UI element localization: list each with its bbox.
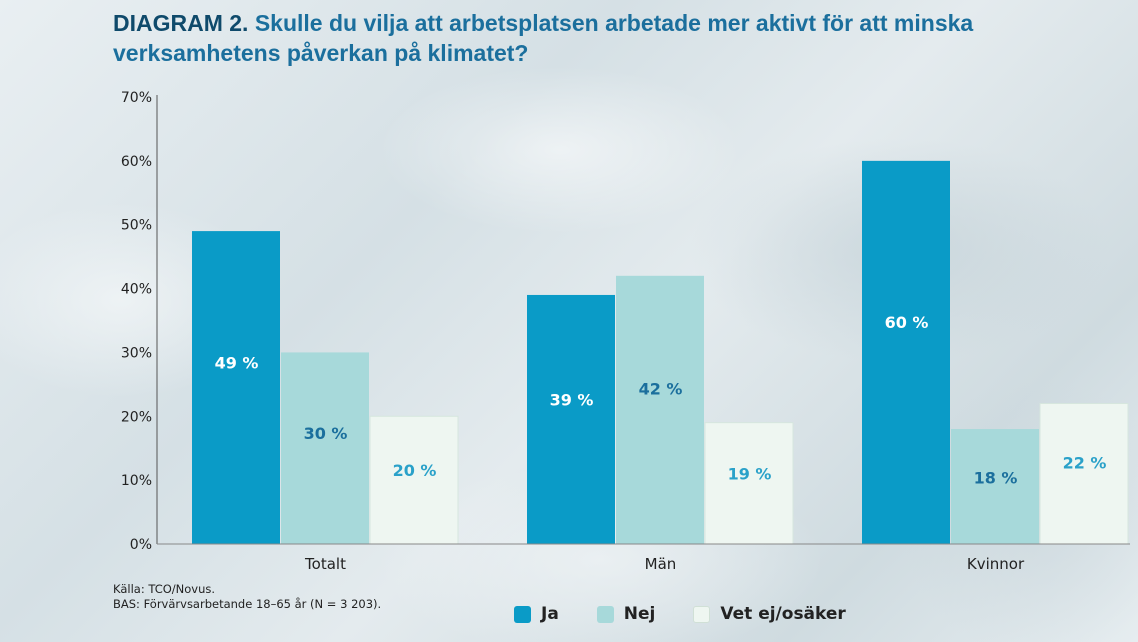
- bar-ja: [862, 160, 950, 544]
- legend-swatch-ja: [514, 605, 531, 623]
- x-category-label: Kvinnor: [967, 555, 1025, 573]
- bars: [192, 160, 1129, 545]
- y-tick-label: 20%: [121, 409, 152, 425]
- y-tick-label: 70%: [121, 90, 152, 106]
- bar-nej: [616, 275, 704, 544]
- y-tick-label: 50%: [121, 218, 152, 234]
- y-tick-label: 0%: [130, 537, 152, 553]
- data-label-nej: 18 %: [974, 468, 1018, 487]
- data-labels: 49 % 39 % 60 % 30 % 42 % 18 % 20 % 19 % 22 %: [215, 313, 1107, 488]
- title-text: Skulle du vilja att arbetsplatsen arbeta…: [113, 10, 974, 66]
- y-tick-label: 10%: [121, 473, 152, 489]
- y-tick-label: 40%: [121, 282, 152, 298]
- legend-swatch-vet: [693, 605, 711, 623]
- legend: Ja Nej Vet ej/osäker: [514, 604, 884, 624]
- y-tick-label: 60%: [121, 154, 152, 170]
- x-category-label: Totalt: [304, 555, 346, 573]
- bar-ja: [527, 294, 615, 544]
- data-label-vet: 22 %: [1063, 454, 1107, 473]
- bar-vet: [704, 422, 794, 545]
- bar-ja: [192, 231, 280, 544]
- bar-vet: [369, 415, 459, 545]
- data-label-nej: 30 %: [304, 424, 348, 443]
- bar-vet: [1039, 403, 1129, 545]
- legend-item-ja: Ja: [514, 604, 559, 624]
- data-label-ja: 49 %: [215, 354, 259, 373]
- x-category-label: Män: [645, 555, 677, 573]
- data-label-vet: 20 %: [393, 461, 437, 480]
- data-label-ja: 60 %: [885, 313, 929, 332]
- chart-title: DIAGRAM 2. Skulle du vilja att arbetspla…: [113, 8, 1113, 68]
- legend-item-vet: Vet ej/osäker: [693, 604, 846, 624]
- bar-nej: [951, 429, 1039, 544]
- legend-item-nej: Nej: [596, 604, 656, 624]
- data-label-ja: 39 %: [550, 391, 594, 410]
- source-note: Källa: TCO/Novus.: [113, 582, 216, 596]
- x-axis: Totalt Män Kvinnor: [157, 543, 1130, 573]
- chart-footer: Källa: TCO/Novus. BAS: Förvärvsarbetande…: [113, 582, 381, 612]
- data-label-nej: 42 %: [639, 379, 683, 398]
- legend-label-vet: Vet ej/osäker: [720, 604, 846, 624]
- y-tick-label: 30%: [121, 345, 152, 361]
- base-note: BAS: Förvärvsarbetande 18–65 år (N = 3 2…: [113, 597, 382, 611]
- diagram-number: DIAGRAM 2.: [113, 10, 249, 36]
- legend-swatch-nej: [596, 605, 614, 623]
- legend-label-nej: Nej: [623, 604, 656, 624]
- legend-label-ja: Ja: [541, 604, 559, 624]
- bar-nej: [281, 352, 369, 544]
- data-label-vet: 19 %: [728, 465, 772, 484]
- y-axis: 0% 10% 20% 30% 40% 50% 60% 70%: [121, 90, 158, 553]
